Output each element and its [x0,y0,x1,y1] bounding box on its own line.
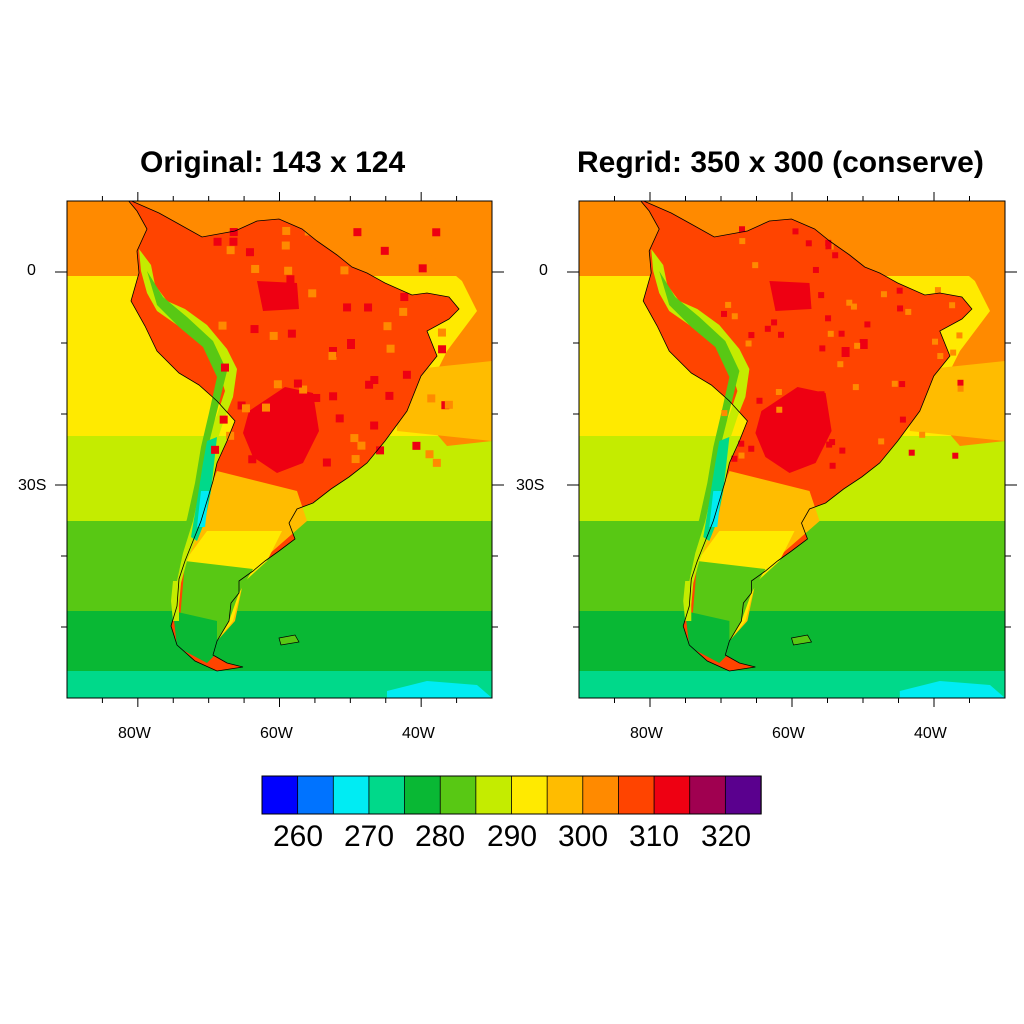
lon-label-80w-left: 80W [118,725,151,742]
colorbar-box [724,775,762,815]
colorbar-box [404,775,441,815]
colorbar-box [511,775,548,815]
lat-label-30s-right: 30S [516,477,545,494]
coastline [640,201,973,672]
falkland-islands [791,634,813,646]
andes-cold-core [703,437,730,541]
colorbar-label-260: 260 [272,820,324,853]
lon-label-40w-right: 40W [914,725,947,742]
hot-spot-amazon [257,281,299,311]
colorbar [261,775,762,815]
coastline [128,201,460,672]
lon-label-80w-right: 80W [630,725,663,742]
colorbar-box [653,775,691,815]
colorbar-box [546,775,584,815]
hot-spot-gran-chaco [243,387,319,473]
colorbar-box [297,775,334,815]
map-original [67,201,492,698]
ocean-subtropical [397,361,492,441]
ocean-band [67,611,492,672]
lon-label-60w-left: 60W [260,725,293,742]
panel-title-regrid: Regrid: 350 x 300 (conserve) [577,146,984,179]
colorbar-box [475,775,513,815]
colorbar-box [368,775,406,815]
colorbar-label-290: 290 [486,820,538,853]
andes-cold-core [191,437,217,541]
colorbar-label-270: 270 [343,820,395,853]
falkland-islands [278,634,300,646]
hot-spot-amazon [769,281,812,311]
colorbar-box [332,775,370,815]
hot-spot-gran-chaco [755,387,832,473]
panel-title-original: Original: 143 x 124 [140,146,406,179]
colorbar-label-310: 310 [628,820,680,853]
lon-label-40w-left: 40W [402,725,435,742]
colorbar-box [261,775,299,815]
lat-label-0-right: 0 [539,262,548,279]
ocean-subtropical [909,361,1005,441]
colorbar-box [582,775,620,815]
colorbar-box [689,775,727,815]
colorbar-box [618,775,655,815]
colorbar-label-280: 280 [414,820,466,853]
cold-ocean-patch [387,681,492,698]
colorbar-label-320: 320 [700,820,752,853]
lon-label-60w-right: 60W [772,725,805,742]
colorbar-box [439,775,477,815]
map-regrid [579,201,1005,698]
lat-label-0-left: 0 [27,262,36,279]
ocean-band [579,611,1005,672]
cold-ocean-patch [899,681,1005,698]
colorbar-label-300: 300 [557,820,609,853]
lat-label-30s-left: 30S [18,477,47,494]
